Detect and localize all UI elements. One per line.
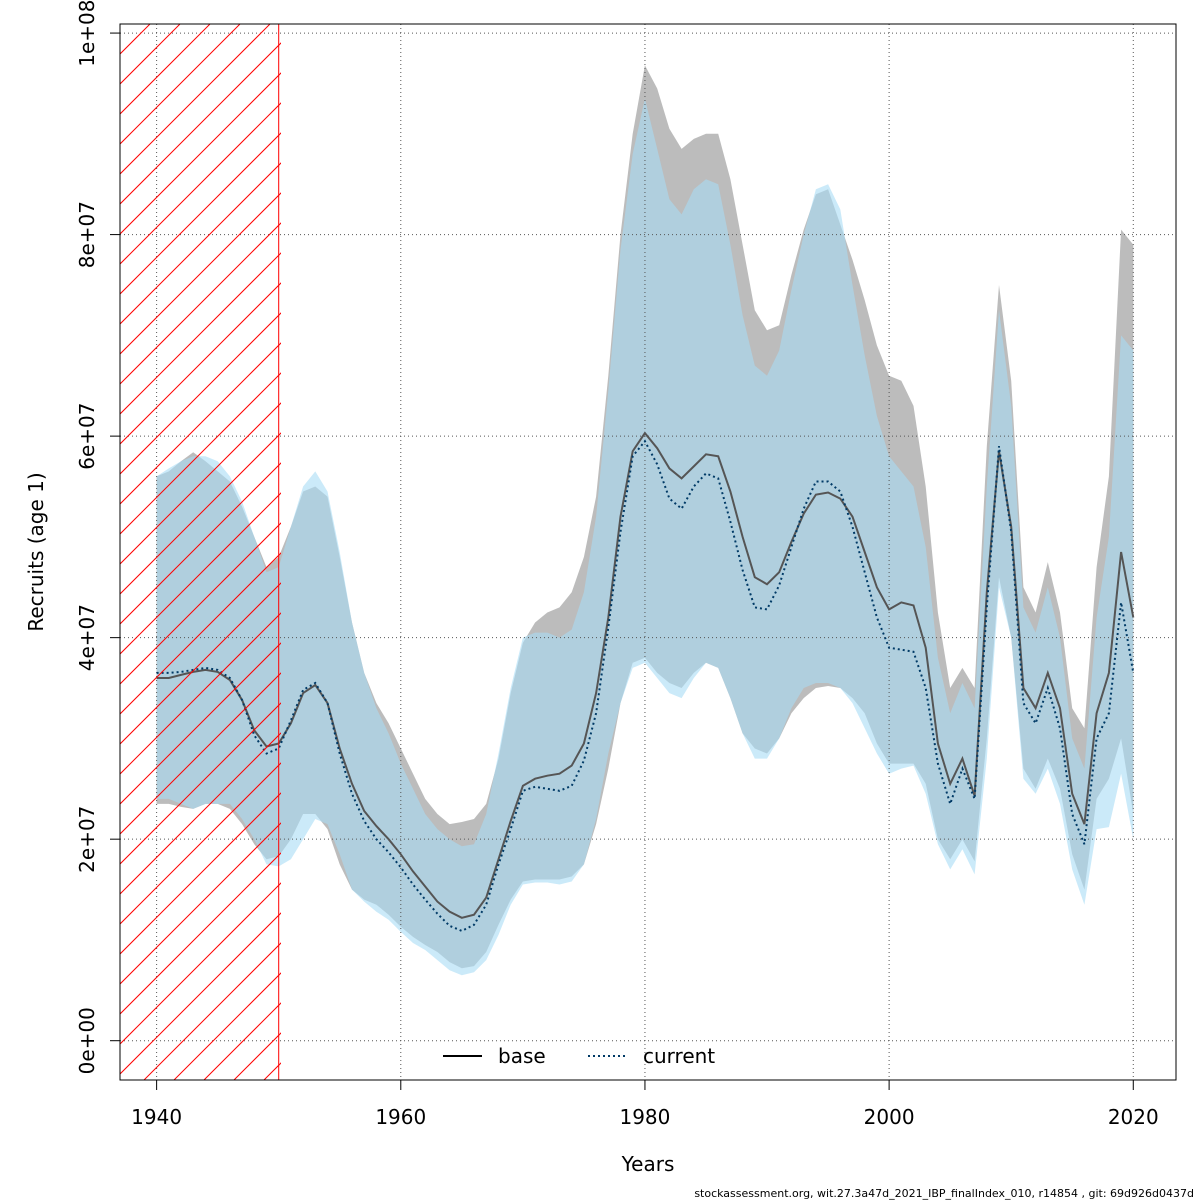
- hatch-line: [120, 432, 281, 595]
- line-current: [156, 439, 1135, 932]
- legend: base current: [443, 1044, 715, 1068]
- hatch-line: [120, 24, 121, 25]
- hatch-line: [120, 162, 281, 325]
- x-tick-label: 1960: [375, 1105, 426, 1129]
- y-tick-label: 1e+08: [75, 0, 99, 67]
- legend-base-label: base: [498, 1044, 546, 1068]
- hatch-line: [120, 792, 281, 955]
- y-axis: 0e+00 2e+07 4e+07 6e+07 8e+07 1e+08: [75, 0, 121, 1074]
- hatch-line: [120, 882, 281, 1045]
- legend-current-label: current: [643, 1044, 715, 1068]
- hatch-line: [120, 852, 281, 1015]
- hatch-line: [120, 462, 281, 625]
- y-tick-label: 6e+07: [75, 402, 99, 469]
- y-tick-label: 0e+00: [75, 1007, 99, 1074]
- x-axis: 1940 1960 1980 2000 2020: [131, 1079, 1159, 1129]
- x-tick-label: 1940: [131, 1105, 182, 1129]
- y-tick-label: 2e+07: [75, 806, 99, 873]
- hatch-line: [120, 822, 281, 985]
- hatch-line: [120, 762, 281, 925]
- hatch-line: [120, 24, 151, 55]
- y-tick-label: 8e+07: [75, 201, 99, 268]
- hatched-region: [120, 24, 281, 1080]
- hatch-line: [120, 42, 281, 205]
- hatch-line: [120, 402, 281, 565]
- x-tick-label: 2020: [1108, 1105, 1159, 1129]
- hatch-line: [120, 492, 281, 655]
- y-axis-title: Recruits (age 1): [24, 472, 48, 631]
- hatch-line: [120, 102, 281, 265]
- x-tick-label: 2000: [864, 1105, 915, 1129]
- hatch-line: [120, 72, 281, 235]
- x-axis-title: Years: [621, 1152, 675, 1176]
- hatch-line: [120, 192, 281, 355]
- hatch-line: [120, 522, 281, 685]
- hatch-line: [120, 132, 281, 295]
- y-tick-label: 4e+07: [75, 604, 99, 671]
- footer-source: stockassessment.org, wit.27.3a47d_2021_I…: [694, 1187, 1194, 1200]
- x-tick-label: 1980: [619, 1105, 670, 1129]
